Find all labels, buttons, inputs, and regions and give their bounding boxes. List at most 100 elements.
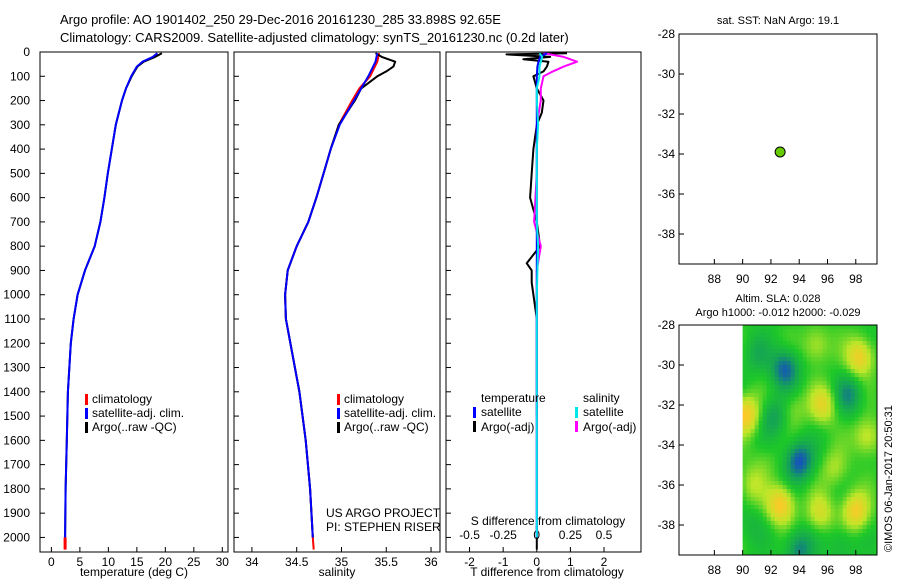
heat-cell [762,425,768,430]
heat-cell [822,401,828,406]
heat-cell [858,405,864,410]
heat-cell [794,497,800,502]
heat-cell [754,337,760,342]
heat-cell [758,361,764,366]
heat-cell [766,365,772,370]
heat-cell [858,509,864,514]
heat-cell [786,385,792,390]
heat-cell [802,377,808,382]
heat-cell [866,469,872,474]
heat-cell [806,377,812,382]
heat-cell [762,357,768,362]
y-tick-label: -36 [658,187,676,201]
heat-cell [870,473,876,478]
heat-cell [846,453,852,458]
heat-cell [798,373,804,378]
heat-cell [766,421,772,426]
heat-cell [798,337,804,342]
heat-cell [770,553,776,555]
heat-cell [838,445,844,450]
heat-cell [774,501,780,506]
heat-cell [750,345,756,350]
heat-cell [830,485,836,490]
heat-cell [826,465,832,470]
heat-cell [786,429,792,434]
heat-cell [806,549,812,554]
heat-cell [846,457,852,462]
heat-cell [782,505,788,510]
heat-cell [770,389,776,394]
heat-cell [874,409,877,414]
heat-cell [854,377,860,382]
heat-cell [750,369,756,374]
heat-cell [854,461,860,466]
heat-cell [862,469,868,474]
heat-cell [830,545,836,550]
heat-cell [794,353,800,358]
heat-cell [854,477,860,482]
heat-cell [846,473,852,478]
heat-cell [810,433,816,438]
heat-cell [862,361,868,366]
heat-cell [874,389,877,394]
heat-cell [818,369,824,374]
y-tick-label: 700 [10,215,30,229]
heat-cell [874,453,877,458]
heat-cell [842,397,848,402]
heat-cell [762,473,768,478]
heat-cell [870,333,876,338]
heat-cell [774,497,780,502]
heat-cell [810,449,816,454]
heat-cell [790,405,796,410]
heat-cell [754,325,760,330]
heat-cell [758,549,764,554]
heat-cell [742,457,748,462]
heat-cell [786,425,792,430]
heat-cell [814,529,820,534]
heat-cell [834,381,840,386]
argo-position-point [774,146,786,158]
heat-cell [782,453,788,458]
heat-cell [826,393,832,398]
heat-cell [798,425,804,430]
heat-cell [802,501,808,506]
heat-cell [806,441,812,446]
heat-cell [826,473,832,478]
heat-cell [746,405,752,410]
heat-cell [814,485,820,490]
heat-cell [802,349,808,354]
difference-lines [505,52,579,550]
heat-cell [798,325,804,330]
heat-cell [774,453,780,458]
heat-cell [870,425,876,430]
heat-cell [754,345,760,350]
heat-cell [758,441,764,446]
heat-cell [790,505,796,510]
heat-cell [798,481,804,486]
heat-cell [866,477,872,482]
heat-cell [870,493,876,498]
heat-cell [770,549,776,554]
heat-cell [782,441,788,446]
heat-cell [838,553,844,555]
heat-cell [746,549,752,554]
heat-cell [758,337,764,342]
heat-cell [750,485,756,490]
heat-cell [838,393,844,398]
heat-cell [798,401,804,406]
heat-cell [774,545,780,550]
heat-cell [746,509,752,514]
heat-cell [830,525,836,530]
y-tick-label: 1800 [3,482,30,496]
y-tick-label: 1200 [3,336,30,350]
heat-cell [746,449,752,454]
heat-cell [862,485,868,490]
heat-cell [870,413,876,418]
heat-cell [782,373,788,378]
heat-cell [838,549,844,554]
heat-cell [850,469,856,474]
heat-cell [854,441,860,446]
heat-cell [866,493,872,498]
heat-cell [830,345,836,350]
heat-cell [846,489,852,494]
